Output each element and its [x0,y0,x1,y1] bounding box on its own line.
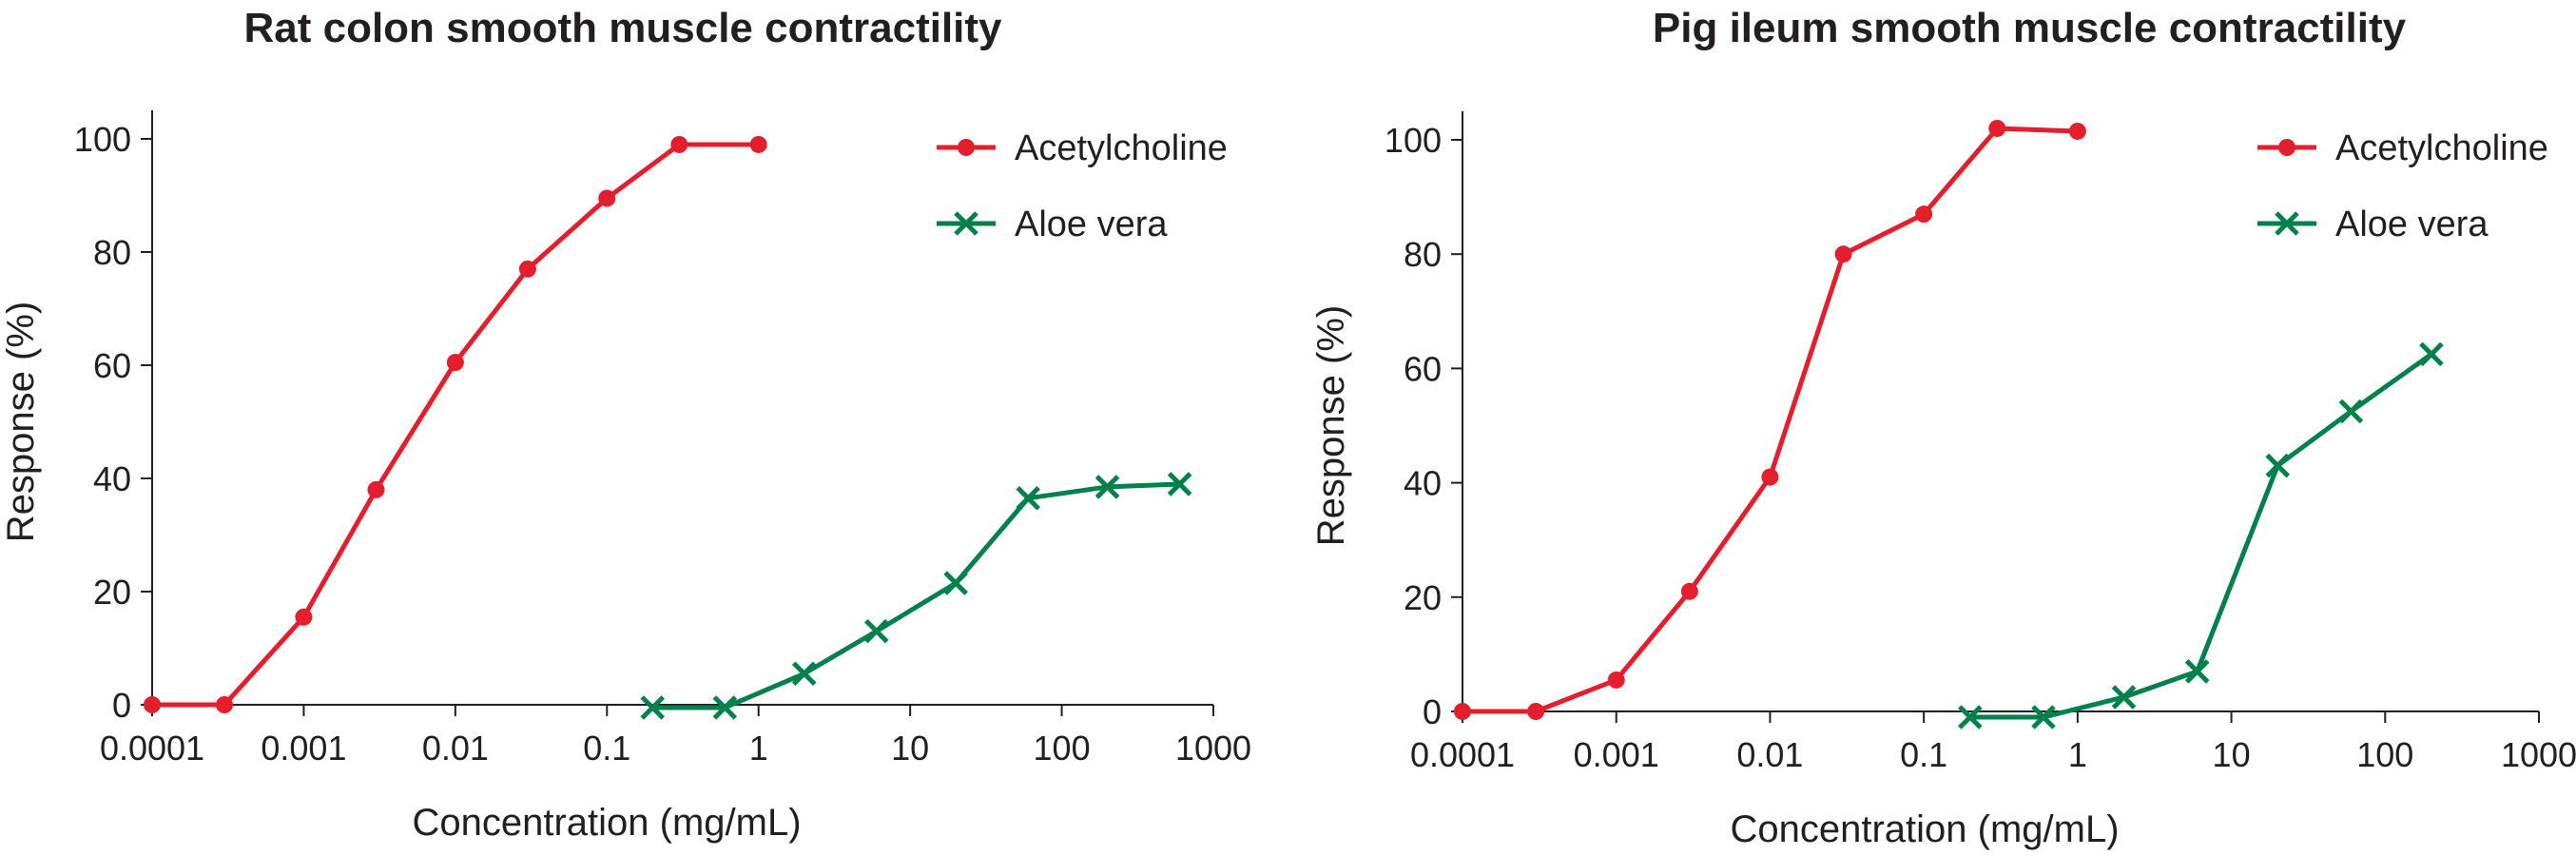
data-point [144,696,161,713]
data-point [1915,205,1933,224]
data-point [640,695,666,720]
y-axis-label: Response (%) [0,302,42,542]
data-point [2184,659,2210,684]
chart-plot: 0.0001 0.001 0.01 0.1 1 10 100 1000 0 20 40 60 80 100… [1310,111,2576,850]
x-tick-label: 1 [2068,735,2087,774]
x-tick-label: 0.1 [583,729,630,768]
series-line-aloe-vera [1969,352,2433,720]
chart-panel-pig-ileum: Pig ileum smooth muscle contractility 0.… [1288,0,2576,856]
data-point [1016,486,1040,511]
data-point [518,260,536,278]
y-tick-label: 20 [93,573,131,612]
legend-marker [2278,139,2295,156]
data-point [216,696,234,713]
y-tick-label: 20 [1404,578,1442,617]
x-tick-label: 0.001 [261,729,346,768]
x-axis-label: Concentration (mg/mL) [1730,808,2119,850]
data-point [598,189,616,207]
data-point [2111,685,2137,710]
x-tick-label: 0.001 [1574,735,1659,774]
x-tick-label: 0.0001 [1410,735,1515,774]
chart-title: Rat colon smooth muscle contractility [243,5,1002,51]
x-tick-label: 0.01 [422,729,489,768]
data-point [670,135,688,153]
chart-plot: 0.0001 0.001 0.01 0.1 1 10 100 1000 0 20 40 60 80 100… [0,110,1251,844]
data-point [446,354,464,372]
data-point [1680,582,1698,600]
chart-title: Pig ileum smooth muscle contractility [1652,5,2407,51]
series-line-aloe-vera [652,481,1180,710]
data-point [1988,119,2006,137]
y-axis-label: Response (%) [1310,305,1352,546]
data-point [943,571,968,595]
data-point [1527,703,1545,720]
data-point [712,695,738,720]
data-point [1607,671,1625,689]
data-point [367,480,385,498]
legend-label: Aloe vera [2335,204,2489,244]
y-tick-label: 40 [1404,464,1442,503]
x-tick-label: 1000 [2501,735,2576,774]
data-point [2068,122,2086,140]
data-point [1834,245,1852,263]
data-point [1094,475,1120,499]
data-point [791,661,817,687]
data-point [2338,399,2364,424]
data-point [1454,703,1471,720]
data-point [2031,705,2056,730]
y-tick-label: 60 [93,346,131,385]
data-point [1167,472,1192,496]
legend-label: Acetylcholine [2335,128,2548,168]
data-point [864,618,889,644]
x-axis-label: Concentration (mg/mL) [412,802,801,844]
legend-label: Aloe vera [1015,204,1168,244]
x-tick-label: 0.01 [1736,735,1803,774]
legend-marker [954,211,978,236]
y-tick-label: 80 [1404,235,1442,274]
series-line-acetylcholine [152,142,759,708]
y-tick-label: 80 [93,233,131,272]
legend-marker [2275,211,2299,236]
y-tick-label: 100 [74,120,131,159]
y-tick-label: 40 [93,459,131,498]
x-tick-label: 1 [749,729,768,768]
x-tick-label: 100 [2356,735,2413,774]
x-tick-label: 10 [891,729,929,768]
x-tick-label: 0.1 [1900,735,1947,774]
data-point [1958,705,1983,730]
data-point [295,608,313,626]
data-point [2265,453,2291,478]
y-tick-label: 60 [1404,349,1442,388]
y-tick-label: 100 [1385,121,1442,160]
x-tick-label: 100 [1034,729,1091,768]
data-point [1761,468,1779,486]
x-tick-label: 1000 [1175,729,1251,768]
y-tick-label: 0 [112,686,131,725]
data-point [2419,341,2444,367]
data-point [749,135,767,153]
legend-marker [958,139,975,156]
series-line-acetylcholine [1462,126,2078,714]
chart-panel-rat-colon: Rat colon smooth muscle contractility 0.… [0,5,1251,844]
x-tick-label: 0.0001 [100,729,204,768]
legend-label: Acetylcholine [1015,128,1228,168]
x-tick-label: 10 [2213,735,2251,774]
y-tick-label: 0 [1423,692,1442,731]
